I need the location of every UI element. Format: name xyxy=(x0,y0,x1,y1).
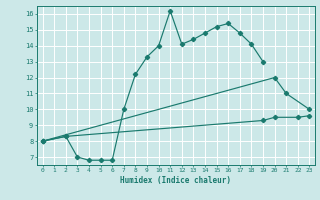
X-axis label: Humidex (Indice chaleur): Humidex (Indice chaleur) xyxy=(121,176,231,185)
